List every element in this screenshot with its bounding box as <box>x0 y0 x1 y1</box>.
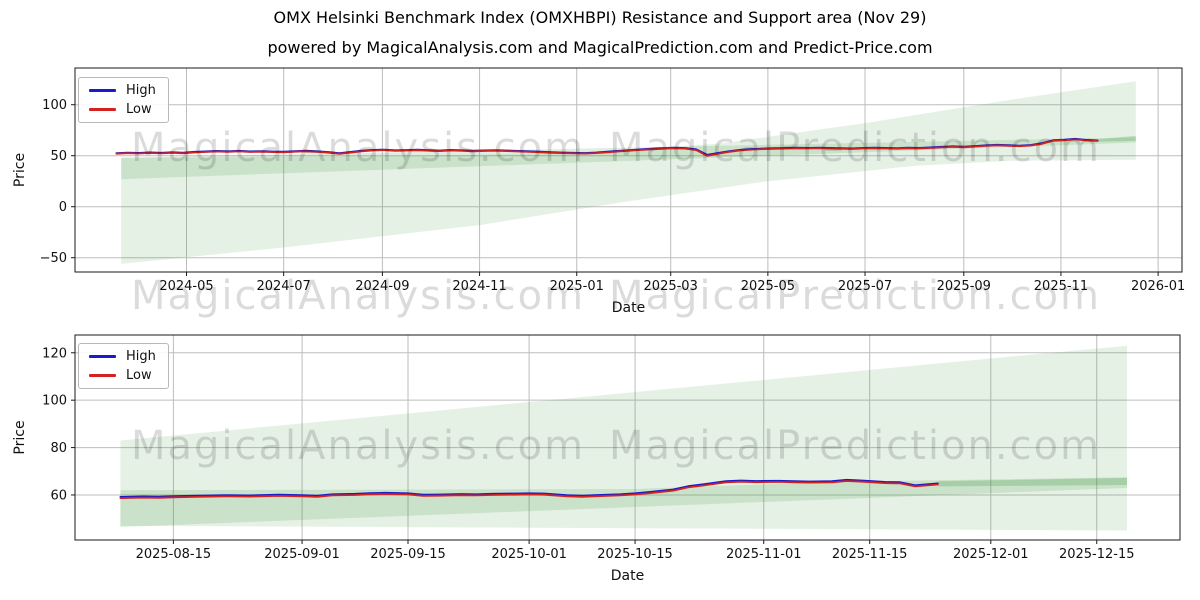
x-tick-label: 2026-01 <box>1131 279 1185 294</box>
x-tick-label: 2025-10-01 <box>491 547 567 562</box>
legend-top-chart: High Low <box>78 77 169 123</box>
legend-label-high: High <box>126 349 156 364</box>
x-tick-label: 2024-09 <box>355 279 409 294</box>
series-line-low <box>115 138 1099 157</box>
x-tick-label: 2024-07 <box>256 279 310 294</box>
x-tick-label: 2025-12-15 <box>1059 547 1135 562</box>
x-tick-label: 2025-03 <box>644 279 698 294</box>
legend-entry-high: High <box>89 84 156 97</box>
x-tick-label: 2025-09-01 <box>264 547 340 562</box>
x-tick-label: 2025-12-01 <box>953 547 1029 562</box>
legend-entry-high: High <box>89 350 156 363</box>
x-tick-label: 2025-09 <box>937 279 991 294</box>
x-tick-label: 2025-08-15 <box>136 547 212 562</box>
x-tick-label: 2025-11-01 <box>726 547 802 562</box>
x-tick-label: 2025-10-15 <box>597 547 673 562</box>
chart-0: 2024-05 2024-07 2024-09 2024-11 2025-01 2025-… <box>12 67 1185 316</box>
high-line-swatch <box>89 89 116 92</box>
x-tick-label: 2024-11 <box>452 279 506 294</box>
y-tick-label: 60 <box>50 488 67 503</box>
x-tick-label: 2025-07 <box>838 279 892 294</box>
series-line-high <box>119 478 939 498</box>
y-axis-label: Price <box>12 420 28 454</box>
plot-border <box>74 334 1181 541</box>
support-resistance-band-medium <box>120 477 1127 527</box>
x-tick-label: 2025-01 <box>550 279 604 294</box>
y-tick-label: 50 <box>50 149 67 164</box>
x-tick-label: 2025-09-15 <box>370 547 446 562</box>
plot-border <box>74 67 1183 273</box>
x-axis-label: Date <box>611 568 644 584</box>
legend-label-high: High <box>126 83 156 98</box>
y-tick-label: 80 <box>50 441 67 456</box>
y-axis-label: Price <box>12 153 28 187</box>
x-tick-label: 2025-05 <box>741 279 795 294</box>
y-tick-label: −50 <box>40 251 67 266</box>
low-line-swatch <box>89 374 116 377</box>
forecast-stub-dark <box>1097 135 1136 142</box>
x-tick-label: 2025-11-15 <box>832 547 908 562</box>
chart-1: 2025-08-15 2025-09-01 2025-09-15 2025-10-01… <box>12 334 1181 584</box>
legend-entry-low: Low <box>89 369 156 382</box>
high-line-swatch <box>89 355 116 358</box>
legend-bottom-chart: High Low <box>78 343 169 389</box>
legend-entry-low: Low <box>89 103 156 116</box>
series-line-low <box>119 480 939 500</box>
page-subtitle: powered by MagicalAnalysis.com and Magic… <box>267 38 933 57</box>
y-tick-label: 100 <box>42 394 67 409</box>
y-tick-label: 100 <box>42 98 67 113</box>
legend-label-low: Low <box>126 102 152 117</box>
forecast-stub-dark <box>937 477 1127 487</box>
y-tick-label: 120 <box>42 346 67 361</box>
page-title: OMX Helsinki Benchmark Index (OMXHBPI) R… <box>273 8 927 27</box>
x-tick-label: 2025-11 <box>1034 279 1088 294</box>
legend-label-low: Low <box>126 368 152 383</box>
y-tick-label: 0 <box>59 200 67 215</box>
x-axis-label: Date <box>612 300 645 316</box>
support-resistance-fan-light <box>120 345 1127 531</box>
low-line-swatch <box>89 108 116 111</box>
x-tick-label: 2024-05 <box>159 279 213 294</box>
support-resistance-fan-light <box>121 81 1136 264</box>
